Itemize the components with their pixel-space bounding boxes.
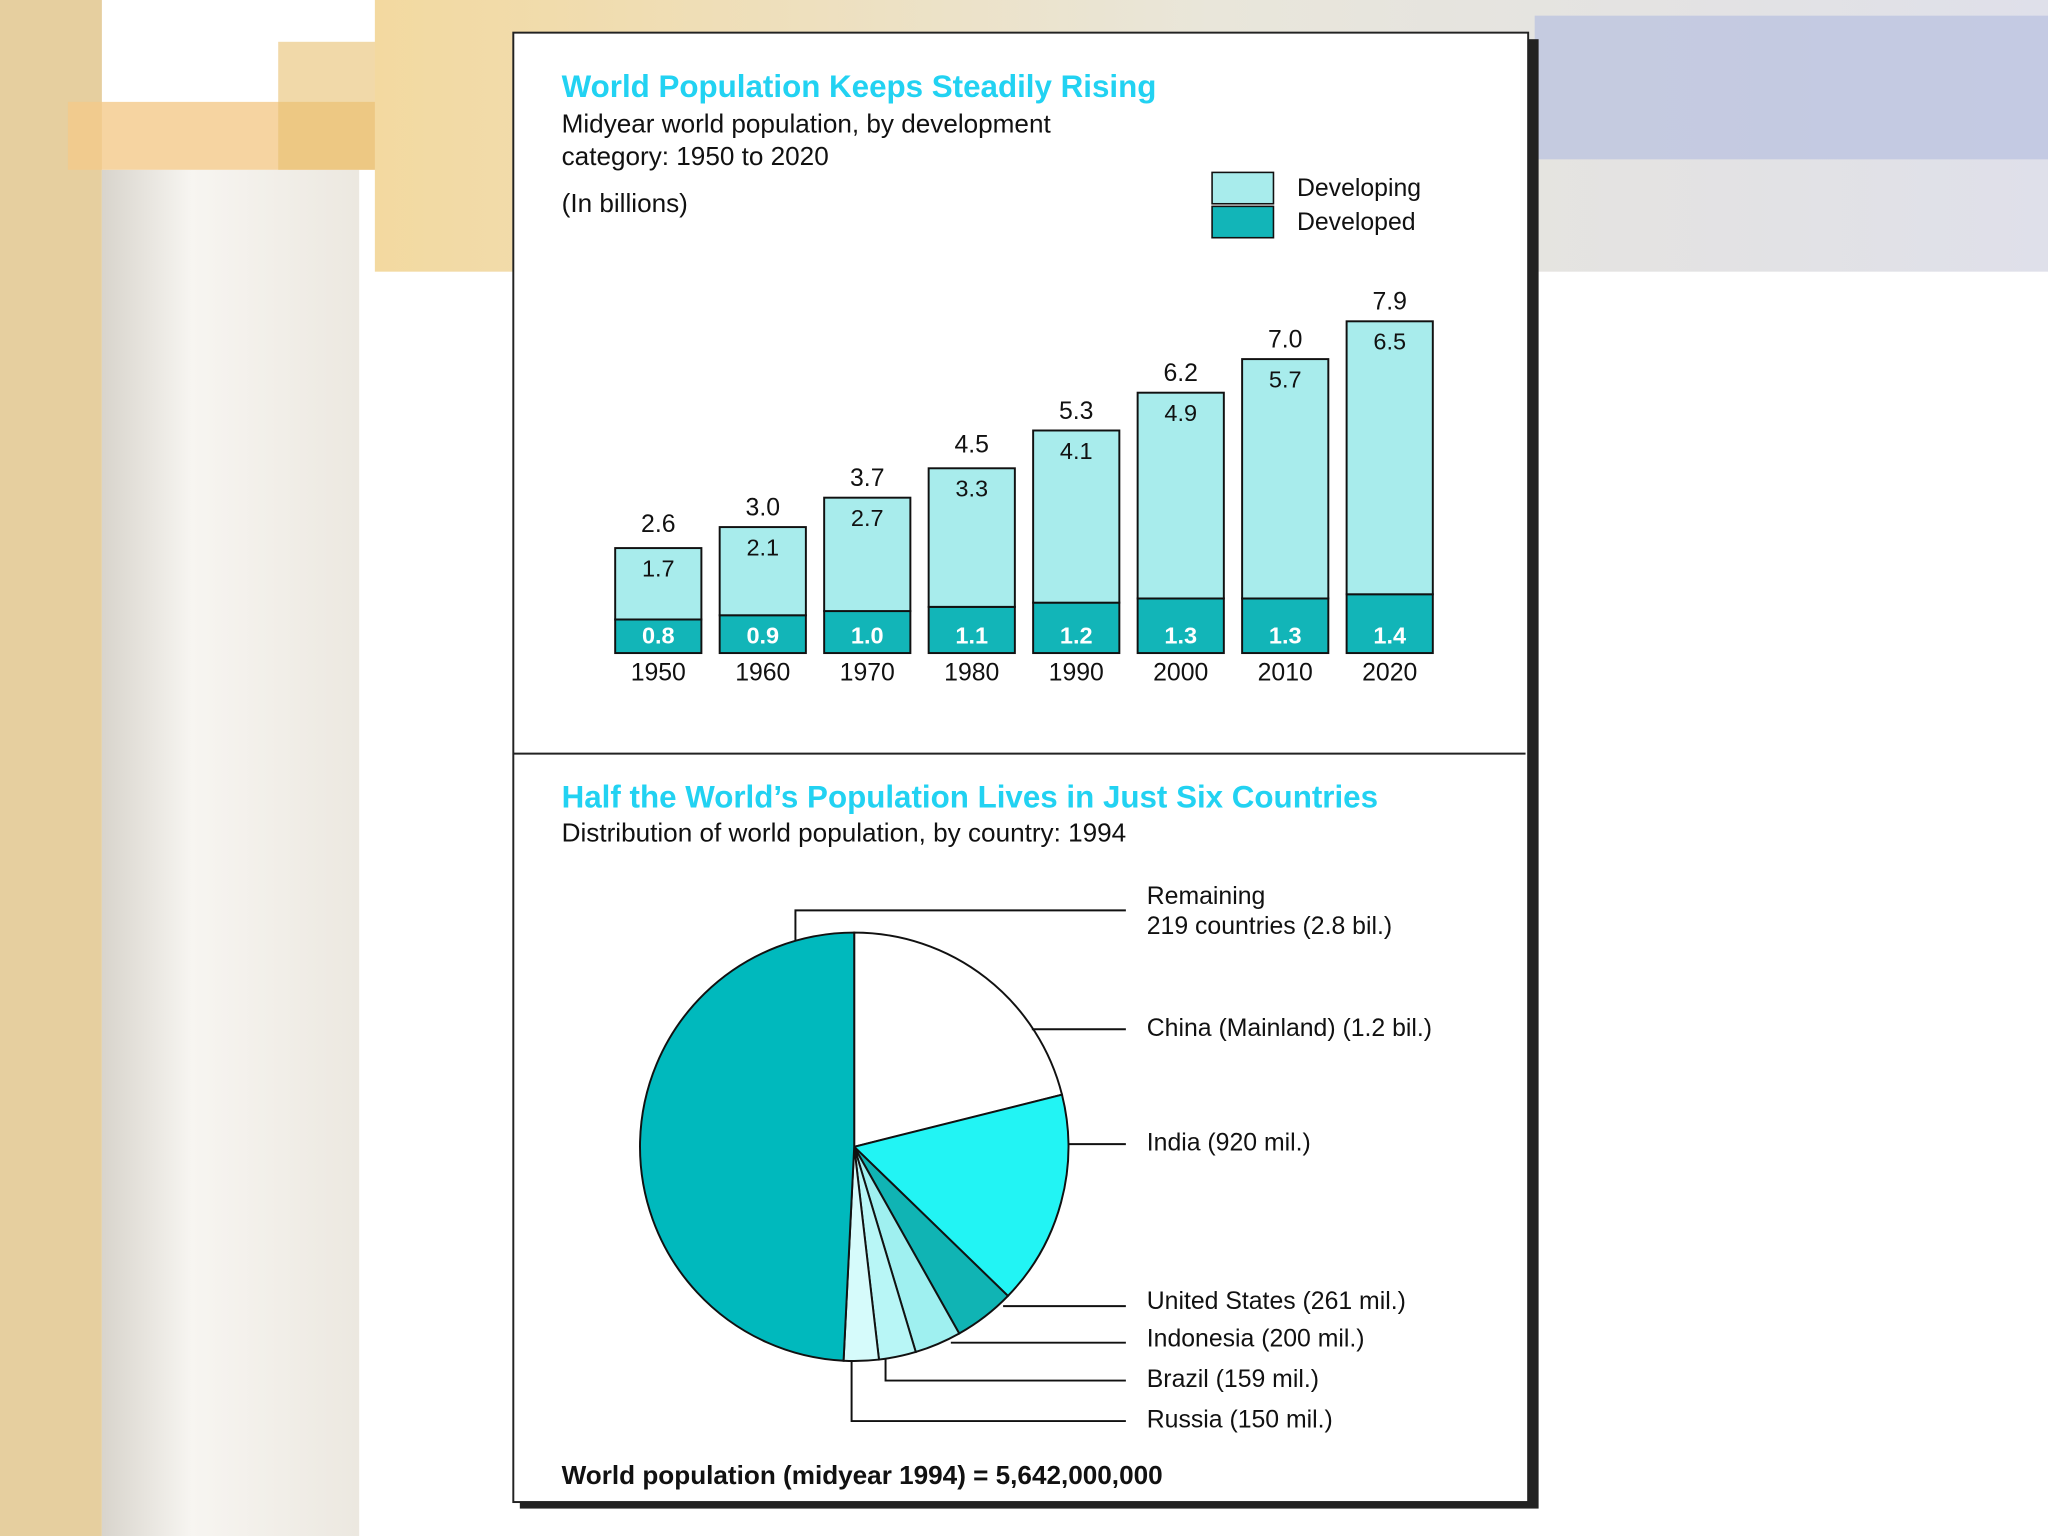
x-tick-label: 1970 xyxy=(840,660,895,687)
bar-segment xyxy=(718,614,807,655)
total-label: 3.7 xyxy=(850,465,884,492)
bar-segment xyxy=(1032,429,1121,604)
chart-title: Half the World’s Population Lives in Jus… xyxy=(562,780,1378,815)
x-tick-label: 2020 xyxy=(1362,660,1417,687)
chart-subtitle: Midyear world population, by development xyxy=(562,108,1052,138)
legend-swatch xyxy=(1211,171,1275,205)
pie-slice xyxy=(638,931,856,1362)
legend-label: Developed xyxy=(1297,209,1416,236)
value-label: 1.7 xyxy=(642,555,675,581)
value-label: 5.7 xyxy=(1269,367,1302,393)
bar-segment xyxy=(1032,601,1121,655)
slice-label: China (Mainland) (1.2 bil.) xyxy=(1147,1015,1432,1042)
x-tick-label: 1960 xyxy=(735,660,790,687)
leader-line xyxy=(850,1360,1126,1423)
chart-subtitle: Distribution of world population, by cou… xyxy=(562,818,1127,848)
value-label: 2.1 xyxy=(746,534,779,560)
leader-line xyxy=(794,909,1126,941)
decor-flowers xyxy=(1534,15,2048,160)
value-label: 2.7 xyxy=(851,505,884,531)
slice-label: Russia (150 mil.) xyxy=(1147,1407,1333,1434)
slice-label: Brazil (159 mil.) xyxy=(1147,1366,1319,1393)
bar-segment xyxy=(718,526,807,617)
value-label: 4.9 xyxy=(1164,400,1197,426)
total-label: 2.6 xyxy=(641,511,675,538)
total-label: 4.5 xyxy=(955,431,989,458)
value-label: 4.1 xyxy=(1060,438,1093,464)
bar-segment xyxy=(1345,593,1434,655)
leader-line xyxy=(884,1358,1126,1382)
bar-segment xyxy=(1136,391,1225,600)
bar-segment xyxy=(614,547,703,621)
pie-slice xyxy=(852,1093,1070,1298)
slice-label: Indonesia (200 mil.) xyxy=(1147,1326,1365,1353)
footnote: World population (midyear 1994) = 5,642,… xyxy=(562,1460,1163,1490)
value-label: 6.5 xyxy=(1373,329,1406,355)
value-label: 1.3 xyxy=(1269,623,1302,649)
slice-label: Remaining xyxy=(1147,883,1266,910)
bar-segment xyxy=(1136,597,1225,655)
total-label: 5.3 xyxy=(1059,398,1093,425)
value-label: 0.8 xyxy=(642,623,675,649)
legend-label: Developing xyxy=(1297,175,1421,202)
chart-title: World Population Keeps Steadily Rising xyxy=(562,69,1157,104)
unit-note: (In billions) xyxy=(562,188,688,218)
bar-chart: World Population Keeps Steadily Rising M… xyxy=(562,69,1434,687)
x-tick-label: 1950 xyxy=(631,660,686,687)
value-label: 1.4 xyxy=(1373,623,1406,649)
legend-swatch xyxy=(1211,205,1275,239)
pillar xyxy=(101,169,360,1536)
bar-segment xyxy=(1345,320,1434,596)
value-label: 1.2 xyxy=(1060,623,1093,649)
bar-segment xyxy=(614,618,703,655)
value-label: 1.3 xyxy=(1164,623,1197,649)
pie-slice xyxy=(853,931,1064,1149)
value-label: 1.0 xyxy=(851,623,884,649)
bar-segment xyxy=(823,496,912,613)
total-label: 7.0 xyxy=(1268,326,1302,353)
value-label: 0.9 xyxy=(746,623,779,649)
slice-label: United States (261 mil.) xyxy=(1147,1288,1406,1315)
total-label: 3.0 xyxy=(746,494,780,521)
bar-segment xyxy=(1241,358,1330,600)
bar-segment xyxy=(927,467,1016,608)
x-tick-label: 2010 xyxy=(1258,660,1313,687)
x-tick-label: 1990 xyxy=(1049,660,1104,687)
x-tick-label: 1980 xyxy=(944,660,999,687)
value-label: 1.1 xyxy=(955,623,988,649)
bar-segment xyxy=(823,610,912,655)
slice-label: India (920 mil.) xyxy=(1147,1130,1311,1157)
pie-chart: Half the World’s Population Lives in Jus… xyxy=(562,780,1432,1491)
slice-label: 219 countries (2.8 bil.) xyxy=(1147,913,1392,940)
value-label: 3.3 xyxy=(955,476,988,502)
total-label: 6.2 xyxy=(1163,360,1197,387)
total-label: 7.9 xyxy=(1372,289,1406,316)
bar-segment xyxy=(1241,597,1330,655)
x-tick-label: 2000 xyxy=(1153,660,1208,687)
chart-subtitle: category: 1950 to 2020 xyxy=(562,141,829,171)
left-strip xyxy=(0,0,102,1536)
